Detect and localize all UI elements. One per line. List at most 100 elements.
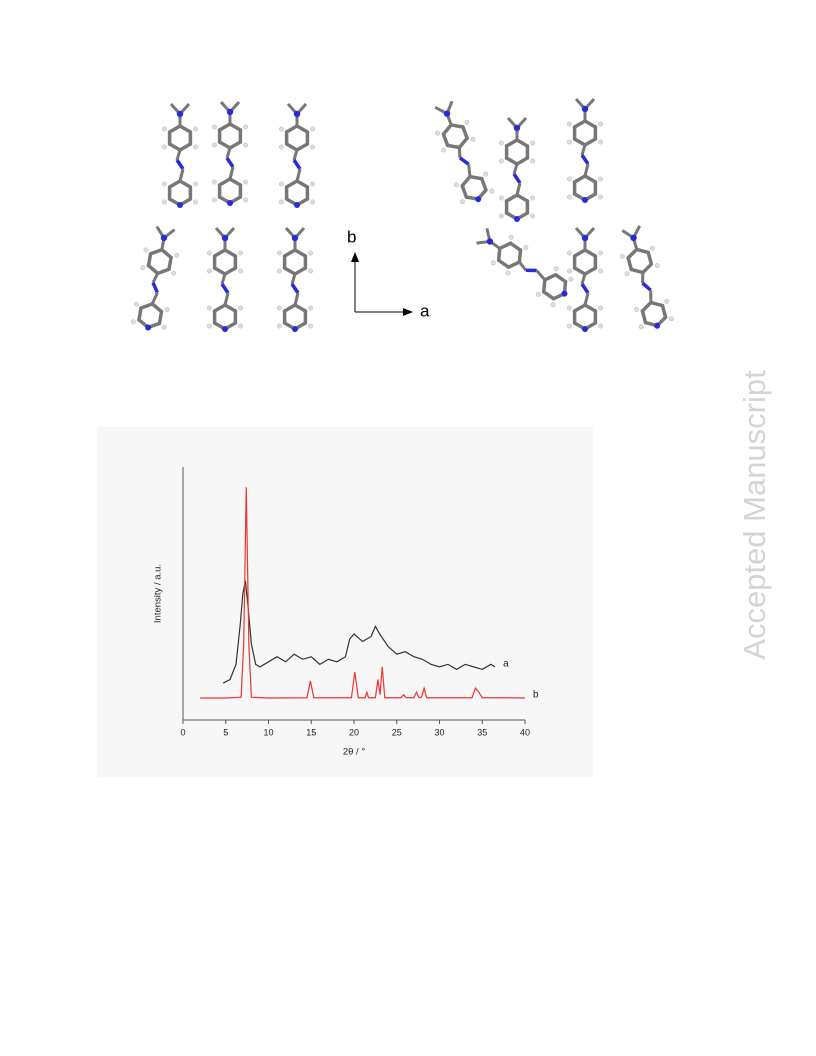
nitrogen xyxy=(222,326,228,332)
hydrogen xyxy=(568,276,574,282)
hydrogen xyxy=(276,305,282,311)
azo xyxy=(641,281,652,292)
molecule xyxy=(130,225,180,331)
bond xyxy=(542,278,547,294)
hydrogen xyxy=(278,144,284,150)
x-tick-label: 20 xyxy=(349,727,359,737)
hydrogen xyxy=(206,305,212,311)
azo xyxy=(151,281,159,294)
azo xyxy=(580,154,590,165)
bond xyxy=(460,174,472,188)
bond xyxy=(151,272,160,284)
bond xyxy=(295,124,310,134)
hydrogen xyxy=(441,147,447,153)
azo xyxy=(225,157,235,168)
hydrogen xyxy=(508,234,514,240)
bond xyxy=(649,300,665,308)
bond xyxy=(641,272,645,284)
hydrogen xyxy=(276,268,282,274)
nitrogen xyxy=(291,234,299,242)
molecule xyxy=(161,102,199,208)
bond xyxy=(543,273,558,282)
hydrogen xyxy=(140,265,146,271)
bond xyxy=(515,138,530,148)
molecule xyxy=(498,116,536,222)
bond xyxy=(178,124,193,134)
bond xyxy=(572,119,587,129)
hydrogen xyxy=(523,245,529,251)
arrow-head xyxy=(351,252,359,262)
bond xyxy=(295,142,310,152)
hydrogen xyxy=(276,323,282,329)
hydrogen xyxy=(193,144,199,150)
hydrogen xyxy=(435,130,440,136)
bond xyxy=(460,184,469,199)
azo xyxy=(290,283,300,294)
bond xyxy=(160,247,173,260)
hydrogen xyxy=(308,250,314,256)
bond xyxy=(467,164,472,177)
bond xyxy=(572,303,587,313)
hydrogen xyxy=(453,182,459,188)
x-tick-label: 5 xyxy=(223,727,228,737)
azo xyxy=(220,283,230,294)
series-label: b xyxy=(533,690,539,701)
hydrogen xyxy=(206,323,212,329)
azo xyxy=(292,159,302,170)
hydrogen xyxy=(535,291,541,297)
bond xyxy=(640,300,653,313)
hydrogen xyxy=(566,268,572,274)
hydrogen xyxy=(619,253,625,259)
nitrogen xyxy=(654,322,661,329)
hydrogen xyxy=(638,324,644,330)
hydrogen xyxy=(243,142,249,148)
hydrogen xyxy=(566,139,572,145)
hydrogen xyxy=(498,158,504,164)
bond xyxy=(293,303,308,313)
hydrogen xyxy=(598,121,604,127)
bond xyxy=(217,140,232,150)
bond xyxy=(449,123,465,129)
hydrogen xyxy=(238,323,244,329)
series-line xyxy=(222,580,496,684)
hydrogen xyxy=(243,124,249,130)
nitrogen xyxy=(582,326,588,332)
hydrogen xyxy=(566,194,572,200)
hydrogen xyxy=(161,126,167,132)
bond xyxy=(583,119,598,129)
bond xyxy=(468,174,484,181)
nitrogen xyxy=(581,105,589,113)
crystal-packing xyxy=(130,97,674,332)
hydrogen xyxy=(161,324,167,330)
bond xyxy=(223,248,238,258)
bond xyxy=(626,247,639,260)
hydrogen xyxy=(490,260,496,266)
xrd-chart: 0 5 10 15 20 25 30 35 40 2θ / ° Intensity / a.u. a b xyxy=(153,467,539,758)
hydrogen xyxy=(171,270,177,276)
bond xyxy=(228,177,243,187)
bond xyxy=(212,266,227,276)
bond xyxy=(290,273,297,285)
bond xyxy=(167,124,182,134)
bond xyxy=(178,179,193,189)
bond xyxy=(155,267,171,276)
hydrogen xyxy=(206,268,212,274)
nitrogen xyxy=(177,202,183,208)
bond xyxy=(178,142,193,152)
molecule xyxy=(566,226,604,332)
bond xyxy=(284,124,299,134)
nitrogen xyxy=(294,202,300,208)
nitrogen xyxy=(293,110,301,118)
hydrogen xyxy=(598,268,604,274)
hydrogen xyxy=(278,181,284,187)
hydrogen xyxy=(211,142,217,148)
bond xyxy=(583,163,590,177)
hydrogen xyxy=(211,124,217,130)
bond xyxy=(293,248,308,258)
bond xyxy=(457,136,469,150)
hydrogen xyxy=(193,181,199,187)
bond xyxy=(223,292,230,306)
bond xyxy=(634,247,650,255)
bond xyxy=(646,250,654,266)
bond xyxy=(146,252,153,268)
